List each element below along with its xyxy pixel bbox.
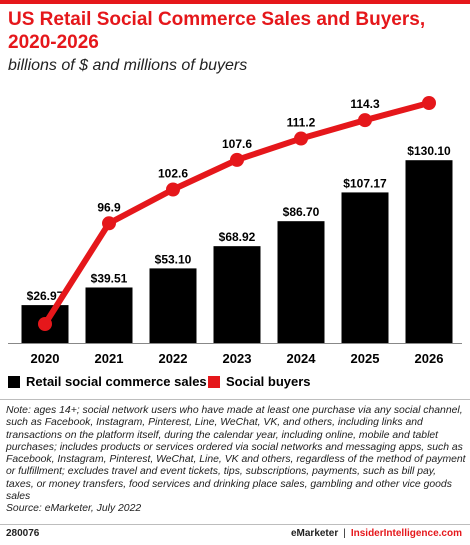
x-tick-2023: 2023 — [223, 351, 252, 366]
buyers-point-2024 — [294, 131, 308, 146]
bar-label-2023: $68.92 — [219, 230, 256, 244]
brand-insider: InsiderIntelligence.com — [350, 528, 462, 539]
legend-sales-label: Retail social commerce sales — [26, 374, 207, 389]
bar-label-2025: $107.17 — [343, 176, 387, 190]
note-text: Note: ages 14+; social network users who… — [6, 405, 466, 503]
brand-emarketer: eMarketer — [290, 528, 339, 539]
buyers-label-2026: 117.2 — [414, 114, 444, 128]
buyers-label-2024: 111.2 — [287, 116, 316, 130]
bar-2024 — [277, 221, 325, 343]
bar-2023 — [213, 246, 261, 343]
x-tick-2024: 2024 — [287, 351, 317, 366]
divider-top — [0, 399, 470, 400]
brand-separator: | — [343, 528, 346, 539]
x-tick-2021: 2021 — [95, 351, 124, 366]
footnote: Note: ages 14+; social network users who… — [6, 405, 466, 516]
buyers-point-2020 — [38, 317, 52, 331]
chart-title: US Retail Social Commerce Sales and Buye… — [8, 9, 426, 53]
bar-2025 — [341, 192, 389, 343]
buyers-label-2025: 114.3 — [350, 97, 380, 111]
chart-id: 280076 — [6, 528, 40, 539]
legend-buyers-swatch — [208, 375, 220, 388]
legend-buyers-label: Social buyers — [226, 374, 311, 389]
buyers-label-2022: 102.6 — [158, 167, 188, 181]
x-tick-2020: 2020 — [31, 351, 60, 366]
legend-buyers: Social buyers — [208, 374, 311, 389]
bar-label-2021: $39.51 — [91, 271, 128, 285]
buyers-point-2021 — [102, 216, 116, 231]
accent-bar — [0, 0, 470, 4]
bar-label-2020: $26.97 — [27, 289, 64, 303]
buyers-point-2023 — [230, 152, 244, 167]
buyers-point-2022 — [166, 182, 180, 197]
bar-2026 — [405, 160, 453, 343]
buyers-label-2020: 79.9 — [33, 331, 57, 345]
x-tick-2025: 2025 — [351, 351, 380, 366]
divider-bottom — [0, 524, 470, 525]
bar-2022 — [149, 268, 197, 343]
buyers-label-2021: 96.9 — [97, 200, 121, 214]
chart-plot: $26.97 2020 $39.51 2021 $53.10 2022 $68.92 2023… — [8, 96, 462, 366]
bar-2021 — [85, 287, 133, 343]
legend-sales: Retail social commerce sales — [8, 374, 207, 389]
chart-subtitle: billions of $ and millions of buyers — [8, 57, 248, 74]
legend-sales-swatch — [8, 375, 20, 388]
source-text: Source: eMarketer, July 2022 — [6, 503, 142, 515]
buyers-point-2025 — [358, 113, 372, 128]
x-tick-2026: 2026 — [415, 351, 444, 366]
bar-label-2022: $53.10 — [155, 252, 192, 266]
footer-brand: eMarketer | InsiderIntelligence.com — [291, 528, 462, 539]
buyers-point-2026 — [422, 96, 436, 110]
buyers-label-2023: 107.6 — [222, 137, 252, 151]
bar-label-2024: $86.70 — [283, 205, 320, 219]
x-tick-2022: 2022 — [159, 351, 188, 366]
bar-label-2026: $130.10 — [407, 144, 451, 158]
